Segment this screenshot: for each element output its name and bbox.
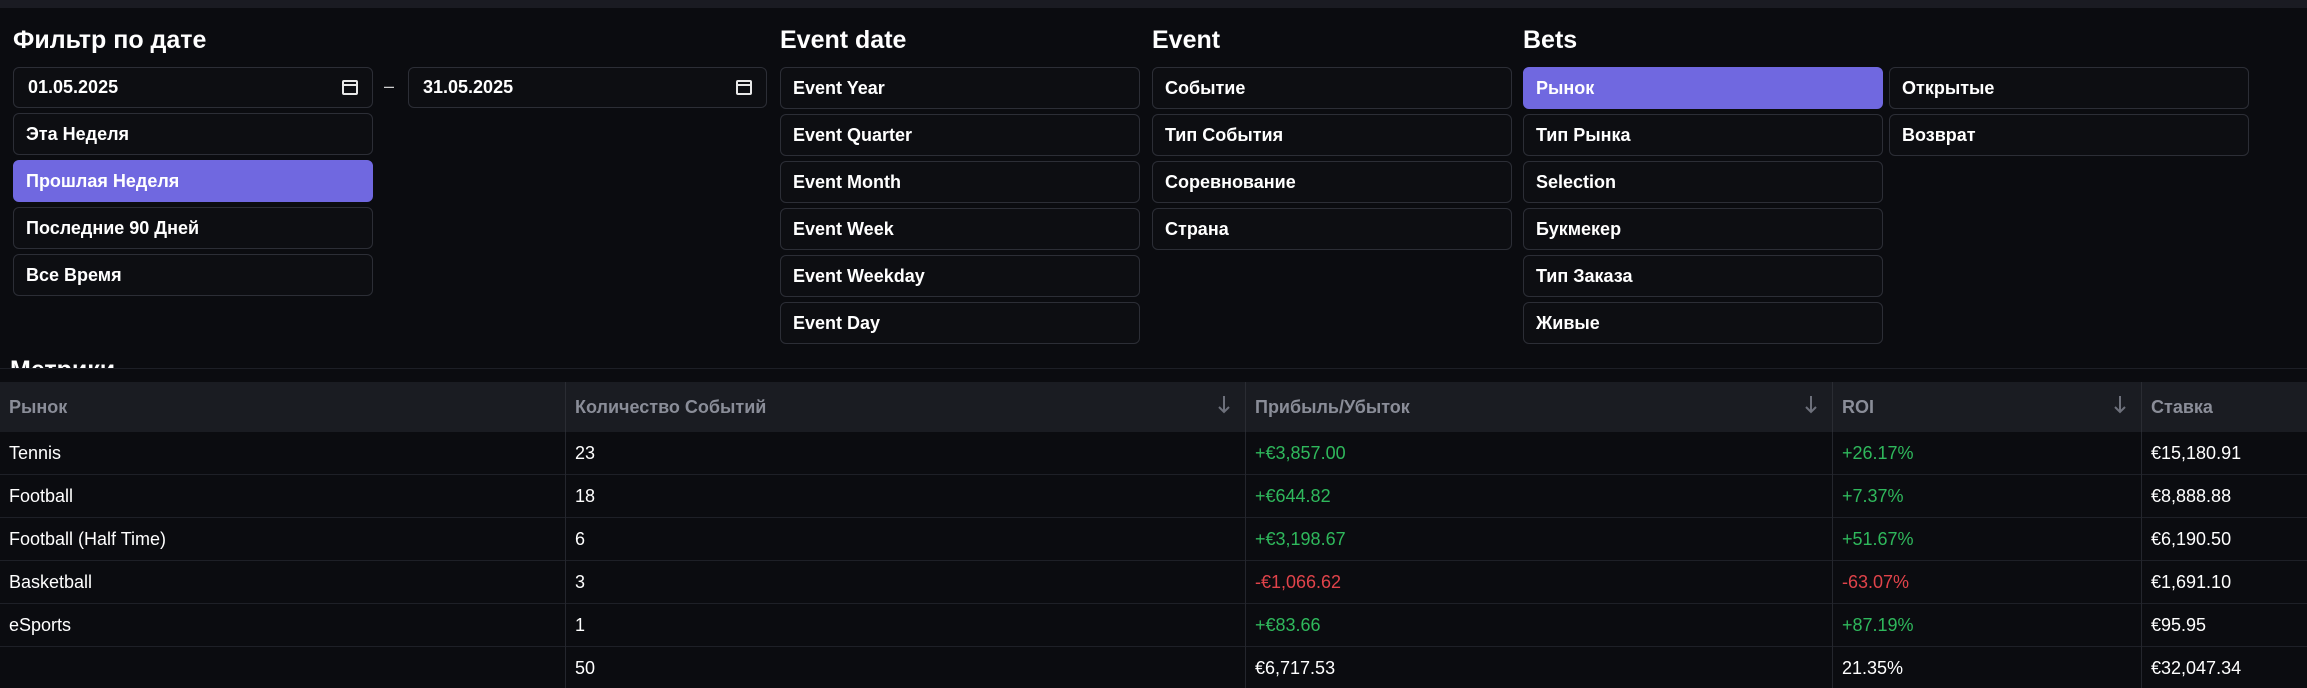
bookmaker-button[interactable]: Букмекер <box>1523 208 1883 250</box>
cell-events: 50 <box>566 647 1246 688</box>
cell-pnl: +€83.66 <box>1246 604 1833 647</box>
cell-pnl: +€644.82 <box>1246 475 1833 518</box>
calendar-icon[interactable] <box>342 80 358 95</box>
cell-events: 3 <box>566 561 1246 604</box>
cell-market: Basketball <box>0 561 566 604</box>
event-button[interactable]: Событие <box>1152 67 1512 109</box>
sort-arrow-down-icon[interactable] <box>1804 394 1818 416</box>
cell-roi: +51.67% <box>1833 518 2142 561</box>
preset-last-90-days[interactable]: Последние 90 Дней <box>13 207 373 249</box>
cell-pnl: +€3,857.00 <box>1246 432 1833 475</box>
event-date-title: Event date <box>780 26 907 54</box>
table-totals-row[interactable]: 50 €6,717.53 21.35% €32,047.34 <box>0 647 2307 688</box>
event-week-button[interactable]: Event Week <box>780 208 1140 250</box>
cell-stake: €15,180.91 <box>2151 443 2242 463</box>
cell-market: Football <box>0 475 566 518</box>
market-type-button[interactable]: Тип Рынка <box>1523 114 1883 156</box>
column-header-events-count[interactable]: Количество Событий <box>566 382 1246 432</box>
cell-roi: 21.35% <box>1833 647 2142 688</box>
order-type-button[interactable]: Тип Заказа <box>1523 255 1883 297</box>
cell-events: 6 <box>566 518 1246 561</box>
open-button[interactable]: Открытые <box>1889 67 2249 109</box>
preset-this-week[interactable]: Эта Неделя <box>13 113 373 155</box>
table-row[interactable]: Tennis 23 +€3,857.00 +26.17% €15,180.91 <box>0 432 2307 475</box>
metrics-title-cut: Метрики <box>10 356 150 369</box>
cell-events: 1 <box>566 604 1246 647</box>
country-button[interactable]: Страна <box>1152 208 1512 250</box>
cell-stake: €1,691.10 <box>2151 572 2232 592</box>
date-range-separator: – <box>384 76 395 96</box>
preset-last-week[interactable]: Прошлая Неделя <box>13 160 373 202</box>
cell-stake: €32,047.34 <box>2151 658 2242 678</box>
column-header-roi[interactable]: ROI <box>1833 382 2142 432</box>
cell-stake: €6,190.50 <box>2151 529 2232 549</box>
section-divider <box>0 368 2307 369</box>
event-type-button[interactable]: Тип События <box>1152 114 1512 156</box>
date-filter-title: Фильтр по дате <box>13 26 207 54</box>
sort-arrow-down-icon[interactable] <box>2113 394 2127 416</box>
table-row[interactable]: Basketball 3 -€1,066.62 -63.07% €1,691.10 <box>0 561 2307 604</box>
cell-events: 23 <box>566 432 1246 475</box>
column-header-pnl[interactable]: Прибыль/Убыток <box>1246 382 1833 432</box>
cell-market <box>0 647 566 688</box>
selection-button[interactable]: Selection <box>1523 161 1883 203</box>
cell-stake: €8,888.88 <box>2151 486 2232 506</box>
table-header: Рынок Количество Событий Прибыль/Убыток … <box>0 382 2307 432</box>
preset-all-time[interactable]: Все Время <box>13 254 373 296</box>
top-bar <box>0 0 2307 8</box>
event-title: Event <box>1152 26 1221 54</box>
column-header-market[interactable]: Рынок <box>0 382 566 432</box>
cell-roi: -63.07% <box>1833 561 2142 604</box>
cell-roi: +7.37% <box>1833 475 2142 518</box>
cell-market: Football (Half Time) <box>0 518 566 561</box>
end-date-input[interactable]: 31.05.2025 <box>408 67 767 108</box>
event-day-button[interactable]: Event Day <box>780 302 1140 344</box>
column-header-label: Количество Событий <box>575 396 767 417</box>
cell-events: 18 <box>566 475 1246 518</box>
event-quarter-button[interactable]: Event Quarter <box>780 114 1140 156</box>
start-date-value: 01.05.2025 <box>28 77 119 97</box>
cell-pnl: -€1,066.62 <box>1246 561 1833 604</box>
cell-market: eSports <box>0 604 566 647</box>
column-header-label: Прибыль/Убыток <box>1255 396 1410 417</box>
event-month-button[interactable]: Event Month <box>780 161 1140 203</box>
cell-pnl: €6,717.53 <box>1246 647 1833 688</box>
live-button[interactable]: Живые <box>1523 302 1883 344</box>
competition-button[interactable]: Соревнование <box>1152 161 1512 203</box>
table-row[interactable]: Football (Half Time) 6 +€3,198.67 +51.67% €6… <box>0 518 2307 561</box>
refund-button[interactable]: Возврат <box>1889 114 2249 156</box>
cell-roi: +26.17% <box>1833 432 2142 475</box>
bets-title: Bets <box>1523 26 1578 54</box>
cell-stake: €95.95 <box>2151 615 2207 635</box>
event-weekday-button[interactable]: Event Weekday <box>780 255 1140 297</box>
end-date-value: 31.05.2025 <box>423 77 514 97</box>
cell-market: Tennis <box>0 432 566 475</box>
table-row[interactable]: eSports 1 +€83.66 +87.19% €95.95 <box>0 604 2307 647</box>
column-header-stake[interactable]: Ставка <box>2142 382 2307 432</box>
table-row[interactable]: Football 18 +€644.82 +7.37% €8,888.88 <box>0 475 2307 518</box>
calendar-icon[interactable] <box>736 80 752 95</box>
metrics-title: Метрики <box>10 358 150 369</box>
column-header-label: ROI <box>1842 396 1875 417</box>
sort-arrow-down-icon[interactable] <box>1217 394 1231 416</box>
cell-pnl: +€3,198.67 <box>1246 518 1833 561</box>
column-header-label: Рынок <box>9 396 68 417</box>
cell-roi: +87.19% <box>1833 604 2142 647</box>
column-header-label: Ставка <box>2151 396 2213 417</box>
market-button[interactable]: Рынок <box>1523 67 1883 109</box>
event-year-button[interactable]: Event Year <box>780 67 1140 109</box>
start-date-input[interactable]: 01.05.2025 <box>13 67 373 108</box>
